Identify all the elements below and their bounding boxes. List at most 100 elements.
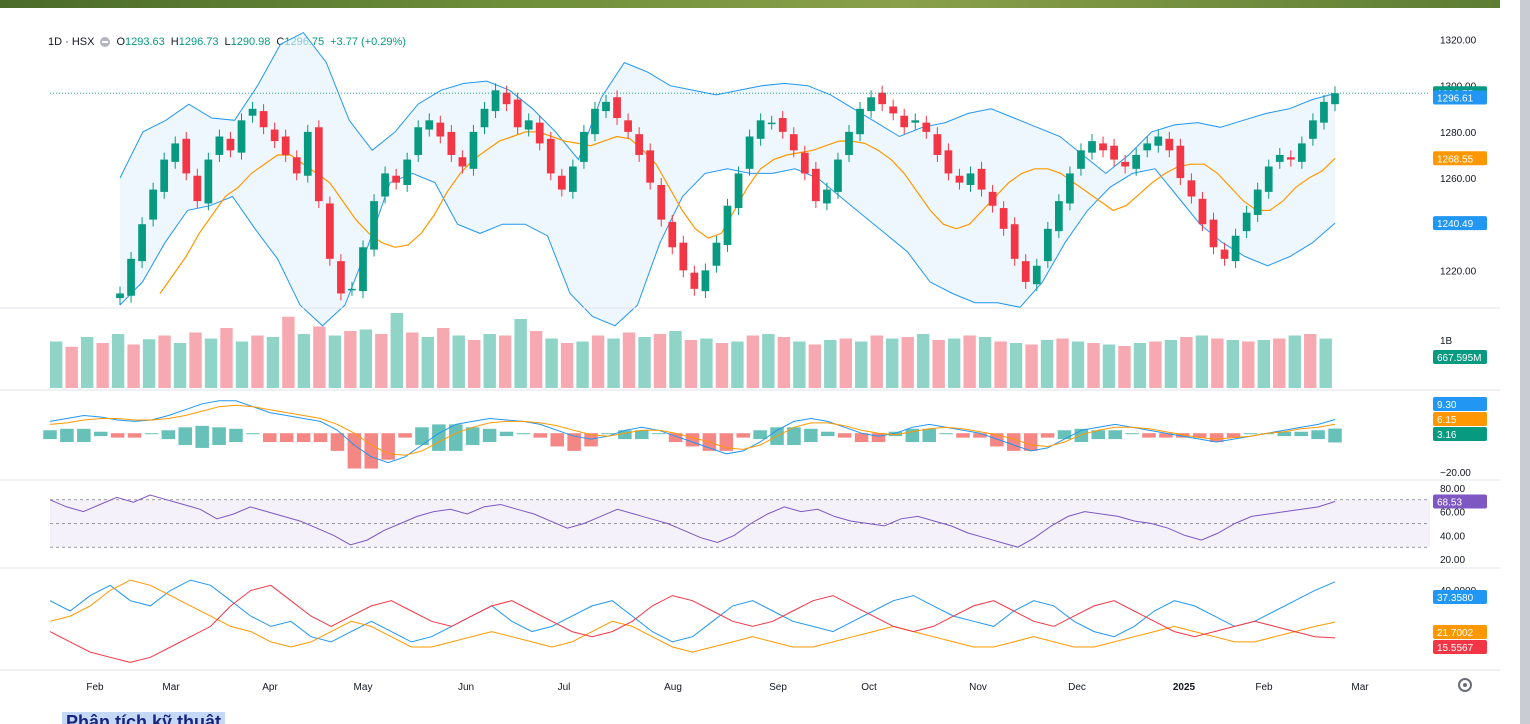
- month-tick-label: 2025: [1173, 682, 1196, 693]
- volume-bar: [127, 344, 140, 388]
- candle-body: [778, 118, 787, 132]
- scrollbar[interactable]: [1520, 0, 1530, 724]
- macd-histogram-bar: [567, 433, 581, 451]
- candle-body: [701, 270, 710, 292]
- volume-bar: [1180, 337, 1193, 388]
- macd-histogram-bar: [956, 433, 970, 438]
- macd-histogram-bar: [736, 433, 750, 438]
- volume-badge-text: 667.595M: [1437, 353, 1481, 364]
- candle-body: [204, 159, 213, 204]
- dmi-line: [49, 579, 1336, 653]
- candle-body: [955, 175, 964, 183]
- candle-body: [281, 136, 290, 155]
- rsi-tick-label: 40.00: [1440, 531, 1465, 542]
- macd-histogram-bar: [212, 427, 226, 445]
- volume-bar: [947, 338, 961, 388]
- dmi-line: [49, 579, 1336, 643]
- month-tick-label: Jul: [558, 682, 571, 693]
- candle-body: [557, 175, 566, 190]
- volume-bar: [638, 337, 651, 388]
- volume-bar: [313, 326, 326, 388]
- macd-histogram-bar: [635, 430, 649, 440]
- volume-bar: [622, 332, 636, 388]
- volume-bar: [297, 334, 311, 388]
- candle-body: [1286, 157, 1295, 160]
- month-tick-label: Sep: [769, 682, 787, 693]
- high-value: 1296.73: [178, 36, 219, 48]
- candle-body: [513, 99, 522, 128]
- lower-band-line: [119, 168, 1336, 327]
- candle-body: [259, 111, 268, 128]
- candle-body: [1110, 145, 1118, 160]
- candle-body: [911, 120, 920, 123]
- volume-bar: [576, 341, 589, 388]
- volume-bar: [1164, 340, 1178, 388]
- volume-bar: [328, 335, 342, 388]
- candle-body: [1132, 154, 1141, 169]
- candle-body: [458, 157, 467, 167]
- macd-histogram-bar: [973, 433, 987, 438]
- volume-bar: [282, 316, 295, 388]
- candle-body: [447, 131, 456, 155]
- volume-bar: [235, 341, 249, 388]
- macd-histogram-bar: [1176, 433, 1190, 438]
- candle-body: [635, 134, 644, 155]
- hide-series-button[interactable]: [100, 37, 111, 47]
- symbol-label[interactable]: 1D · HSX: [48, 36, 95, 48]
- candle-body: [1309, 120, 1317, 139]
- volume-bar: [1133, 343, 1147, 388]
- candle-body: [370, 201, 378, 250]
- macd-histogram-bar: [347, 433, 362, 469]
- volume-bar: [808, 344, 821, 388]
- chart-canvas[interactable]: 1320.001300.001280.001260.001240.001220.…: [0, 0, 1500, 710]
- volume-bar: [266, 337, 280, 388]
- candle-body: [1297, 143, 1306, 162]
- volume-bar: [437, 328, 450, 388]
- candle-body: [657, 184, 666, 220]
- close-key: C: [276, 36, 285, 48]
- candle-body: [624, 120, 632, 132]
- month-tick-label: Mar: [1351, 682, 1369, 693]
- rsi-line: [49, 494, 1336, 548]
- volume-bar: [80, 337, 94, 388]
- candle-body: [999, 208, 1008, 229]
- candle-body: [1121, 161, 1130, 167]
- volume-badge: [1433, 350, 1487, 364]
- candle-body: [403, 159, 412, 185]
- macd-histogram-bar: [110, 433, 125, 438]
- volume-bar: [762, 334, 775, 388]
- candle-body: [568, 166, 577, 192]
- low-value: 1290.98: [230, 36, 271, 48]
- candle-body: [1253, 189, 1262, 215]
- candle-body: [1242, 212, 1251, 232]
- candle-body: [469, 131, 478, 169]
- candle-body: [193, 175, 202, 202]
- candle-body: [381, 173, 389, 197]
- macd-histogram-bar: [651, 433, 666, 435]
- candle-body: [1066, 173, 1074, 204]
- settings-gear-icon[interactable]: [1458, 678, 1472, 692]
- macd-histogram-bar: [127, 433, 142, 438]
- macd-histogram-bar: [990, 433, 1004, 447]
- candle-body: [337, 261, 345, 294]
- candle-body: [867, 97, 875, 112]
- macd-histogram-bar: [1057, 430, 1072, 440]
- volume-bar: [1226, 340, 1240, 388]
- candle-body: [392, 175, 401, 183]
- candle-body: [1209, 219, 1218, 248]
- ma-line: [159, 131, 1336, 294]
- macd-histogram-bar: [1142, 433, 1156, 438]
- macd-histogram-bar: [195, 425, 209, 448]
- macd-histogram-bar: [1209, 433, 1224, 443]
- macd-histogram-bar: [1243, 433, 1258, 435]
- volume-bar: [607, 338, 620, 388]
- candle-body: [1220, 249, 1229, 259]
- candle-body: [811, 168, 820, 202]
- rsi-pane: 80.00 60.00 40.00 20.00 68.53: [0, 479, 1500, 566]
- candle-body: [889, 106, 898, 114]
- month-tick-label: Feb: [1255, 682, 1273, 693]
- volume-bar: [1195, 335, 1209, 388]
- rsi-badge-text: 68.53: [1437, 498, 1462, 509]
- candle-body: [171, 143, 180, 162]
- macd-histogram-bar: [1311, 430, 1325, 440]
